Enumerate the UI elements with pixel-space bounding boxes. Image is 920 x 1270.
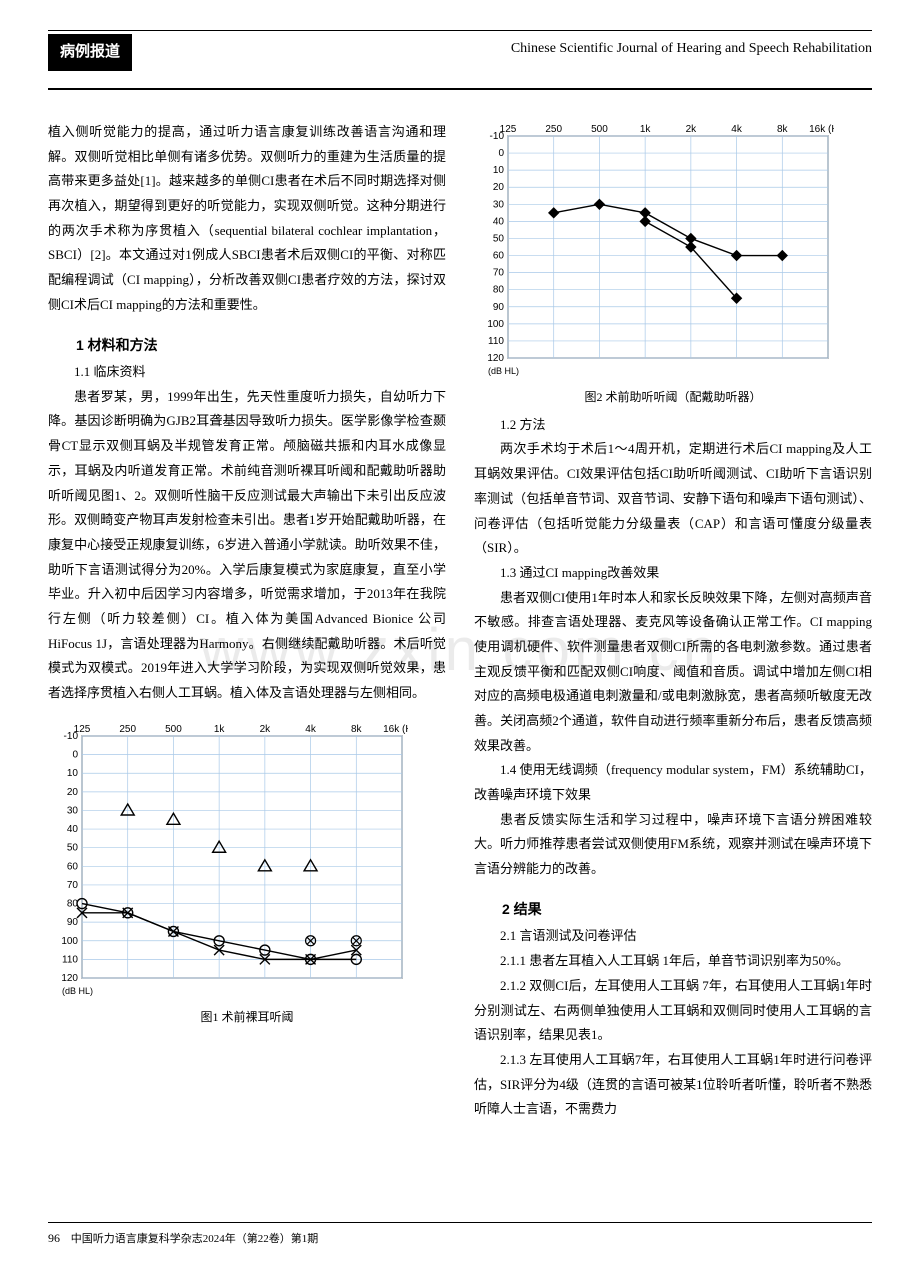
- svg-text:30: 30: [67, 805, 79, 816]
- svg-text:1k: 1k: [214, 724, 226, 735]
- svg-text:70: 70: [67, 880, 79, 891]
- svg-text:120: 120: [487, 353, 504, 364]
- svg-text:110: 110: [488, 336, 504, 347]
- svg-text:500: 500: [591, 124, 608, 135]
- svg-text:16k (Hz): 16k (Hz): [383, 724, 408, 735]
- svg-text:20: 20: [493, 182, 505, 193]
- svg-text:30: 30: [493, 199, 505, 210]
- sub-1-1: 1.1 临床资料: [48, 360, 446, 385]
- svg-text:8k: 8k: [777, 124, 789, 135]
- svg-text:60: 60: [493, 251, 505, 262]
- header-thin-rule: [48, 30, 872, 31]
- content-columns: 植入侧听觉能力的提高，通过听力语言康复训练改善语言沟通和理解。双侧听觉相比单侧有…: [48, 120, 872, 1122]
- svg-text:250: 250: [119, 724, 136, 735]
- page-number: 96: [48, 1231, 60, 1245]
- svg-text:4k: 4k: [731, 124, 743, 135]
- section-label: 病例报道: [48, 34, 132, 71]
- journal-title: Chinese Scientific Journal of Hearing an…: [511, 36, 872, 63]
- section-1-title: 1 材料和方法: [48, 332, 446, 359]
- figure-2-caption: 图2 术前助听听阈（配戴助听器）: [474, 386, 872, 409]
- figure-2: 1252505001k2k4k8k16k (Hz)-10010203040506…: [474, 120, 872, 409]
- para-r6: 2.1.3 左耳使用人工耳蜗7年，右耳使用人工耳蜗1年时进行问卷评估，SIR评分…: [474, 1048, 872, 1122]
- svg-text:(dB HL): (dB HL): [62, 986, 93, 996]
- svg-text:-10: -10: [64, 731, 79, 742]
- para-r2: 患者双侧CI使用1年时本人和家长反映效果下降，左侧对高频声音不敏感。排查言语处理…: [474, 586, 872, 759]
- para-r3: 患者反馈实际生活和学习过程中，噪声环境下言语分辨困难较大。听力师推荐患者尝试双侧…: [474, 808, 872, 882]
- para-clinical: 患者罗某，男，1999年出生，先天性重度听力损失，自幼听力下降。基因诊断明确为G…: [48, 385, 446, 706]
- sub-1-4: 1.4 使用无线调频（frequency modular system，FM）系…: [474, 758, 872, 807]
- svg-text:4k: 4k: [305, 724, 317, 735]
- figure-1-caption: 图1 术前裸耳听阈: [48, 1006, 446, 1029]
- chart-2-svg: 1252505001k2k4k8k16k (Hz)-10010203040506…: [474, 120, 834, 380]
- sub-1-2: 1.2 方法: [474, 413, 872, 438]
- left-column: 植入侧听觉能力的提高，通过听力语言康复训练改善语言沟通和理解。双侧听觉相比单侧有…: [48, 120, 446, 1122]
- svg-text:16k (Hz): 16k (Hz): [809, 124, 834, 135]
- para-r4: 2.1.1 患者左耳植入人工耳蜗 1年后，单音节词识别率为50%。: [474, 949, 872, 974]
- para-intro: 植入侧听觉能力的提高，通过听力语言康复训练改善语言沟通和理解。双侧听觉相比单侧有…: [48, 120, 446, 318]
- svg-text:70: 70: [493, 268, 505, 279]
- svg-text:10: 10: [67, 768, 79, 779]
- page-footer: 96 中国听力语言康复科学杂志2024年（第22卷）第1期: [48, 1222, 872, 1250]
- svg-text:90: 90: [67, 917, 79, 928]
- right-column: 1252505001k2k4k8k16k (Hz)-10010203040506…: [474, 120, 872, 1122]
- svg-text:120: 120: [61, 973, 78, 984]
- footer-journal-info: 中国听力语言康复科学杂志2024年（第22卷）第1期: [71, 1233, 319, 1245]
- svg-text:20: 20: [67, 787, 79, 798]
- sub-2-1: 2.1 言语测试及问卷评估: [474, 924, 872, 949]
- para-r1: 两次手术均于术后1～4周开机，定期进行术后CI mapping及人工耳蜗效果评估…: [474, 437, 872, 560]
- page-header: 病例报道 Chinese Scientific Journal of Heari…: [48, 30, 872, 90]
- svg-text:500: 500: [165, 724, 182, 735]
- svg-text:80: 80: [493, 285, 505, 296]
- svg-text:100: 100: [61, 935, 78, 946]
- svg-text:8k: 8k: [351, 724, 363, 735]
- svg-text:2k: 2k: [260, 724, 272, 735]
- svg-text:0: 0: [498, 148, 504, 159]
- svg-text:40: 40: [67, 824, 79, 835]
- figure-1: 1252505001k2k4k8k16k (Hz)-10010203040506…: [48, 720, 446, 1029]
- svg-text:50: 50: [493, 233, 505, 244]
- svg-text:40: 40: [493, 216, 505, 227]
- svg-text:(dB HL): (dB HL): [488, 366, 519, 376]
- svg-text:50: 50: [67, 842, 79, 853]
- para-r5: 2.1.2 双侧CI后，左耳使用人工耳蜗 7年，右耳使用人工耳蜗1年时分别测试左…: [474, 974, 872, 1048]
- svg-text:2k: 2k: [686, 124, 698, 135]
- chart-1-svg: 1252505001k2k4k8k16k (Hz)-10010203040506…: [48, 720, 408, 1000]
- svg-text:-10: -10: [490, 131, 505, 142]
- svg-text:60: 60: [67, 861, 79, 872]
- svg-text:90: 90: [493, 302, 505, 313]
- section-2-title: 2 结果: [474, 896, 872, 923]
- svg-text:100: 100: [487, 319, 504, 330]
- svg-text:110: 110: [62, 954, 78, 965]
- sub-1-3: 1.3 通过CI mapping改善效果: [474, 561, 872, 586]
- svg-text:0: 0: [72, 749, 78, 760]
- svg-text:250: 250: [545, 124, 562, 135]
- svg-text:1k: 1k: [640, 124, 652, 135]
- svg-text:10: 10: [493, 165, 505, 176]
